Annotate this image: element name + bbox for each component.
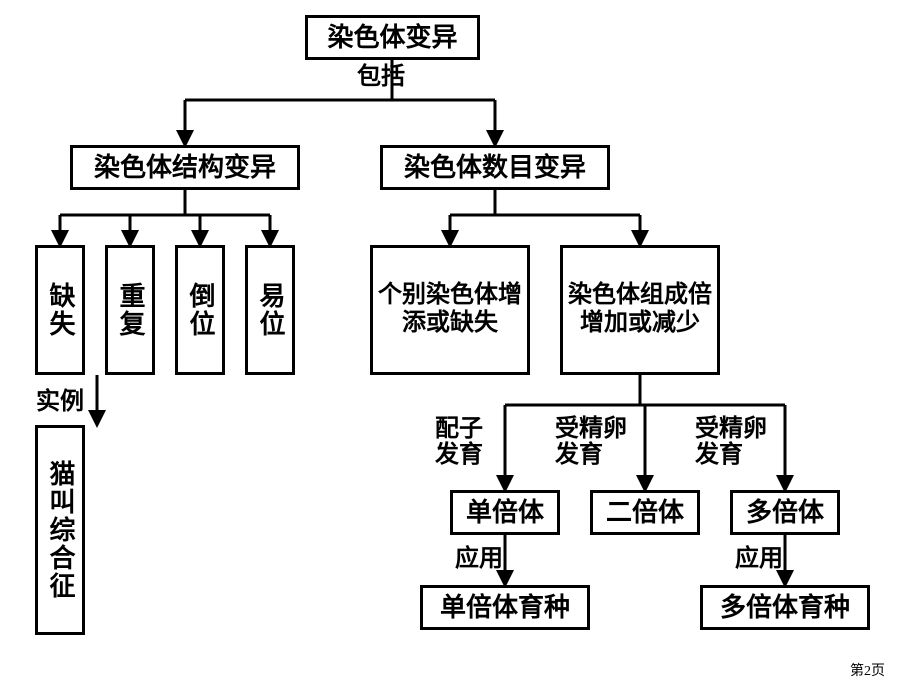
label-fert1: 受精卵 发育 xyxy=(555,416,627,469)
node-struct: 染色体结构变异 xyxy=(70,145,300,190)
page-number-label: 第2页 xyxy=(850,660,885,680)
node-polyploid: 多倍体 xyxy=(730,490,840,535)
node-indiv: 个别染色体增添或缺失 xyxy=(370,245,530,375)
node-haploid: 单倍体 xyxy=(450,490,560,535)
node-poly_breed: 多倍体育种 xyxy=(700,585,870,630)
node-inv: 倒位 xyxy=(175,245,225,375)
node-catcry: 猫叫综合征 xyxy=(35,425,85,635)
node-loss: 缺失 xyxy=(35,245,85,375)
label-include: 包括 xyxy=(357,64,405,90)
node-root: 染色体变异 xyxy=(305,15,480,60)
label-fert2: 受精卵 发育 xyxy=(695,416,767,469)
label-app2: 应用 xyxy=(735,546,783,572)
diagram-canvas: 染色体变异染色体结构变异 染色体数目变异缺失重复倒位易位个别染色体增添或缺失染色体… xyxy=(0,0,920,690)
node-diploid: 二倍体 xyxy=(590,490,700,535)
label-example: 实例 xyxy=(36,389,84,415)
label-app1: 应用 xyxy=(455,546,503,572)
node-setchg: 染色体组成倍增加或减少 xyxy=(560,245,720,375)
label-gamete: 配子 发育 xyxy=(435,416,483,469)
node-number: 染色体数目变异 xyxy=(380,145,610,190)
node-trans: 易位 xyxy=(245,245,295,375)
node-hap_breed: 单倍体育种 xyxy=(420,585,590,630)
node-dup: 重复 xyxy=(105,245,155,375)
